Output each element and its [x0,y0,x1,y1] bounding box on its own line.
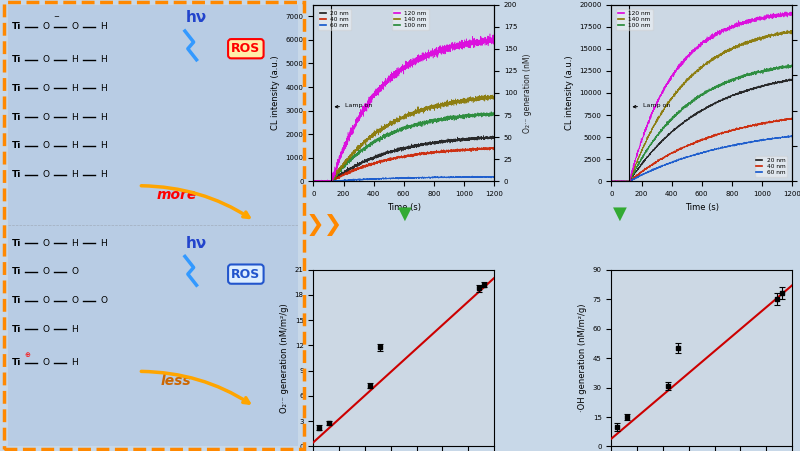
Text: Ti: Ti [12,22,22,31]
Text: O: O [42,358,50,367]
Text: H: H [71,113,78,122]
Text: O: O [71,296,78,305]
Text: ▼: ▼ [398,205,412,223]
Text: H: H [100,84,107,93]
Text: O: O [42,22,50,31]
Text: Ti: Ti [12,113,22,122]
Text: O: O [71,267,78,276]
Text: H: H [100,239,107,248]
Text: H: H [100,22,107,31]
Text: hν: hν [186,235,207,251]
Text: Ti: Ti [12,358,22,367]
Text: H: H [71,325,78,334]
Text: O: O [42,239,50,248]
Text: O: O [42,142,50,151]
Text: more: more [156,188,196,202]
X-axis label: Time (s): Time (s) [685,202,718,212]
Text: O: O [42,84,50,93]
Text: O: O [42,296,50,305]
Text: Lamp on: Lamp on [634,103,670,108]
Text: O: O [42,267,50,276]
Text: O: O [71,22,78,31]
Text: H: H [71,55,78,64]
Text: hν: hν [186,10,207,25]
Text: O: O [100,296,107,305]
Text: H: H [100,55,107,64]
Text: H: H [71,142,78,151]
Text: Ti: Ti [12,55,22,64]
Text: ROS: ROS [231,42,261,55]
Text: O: O [42,113,50,122]
Text: H: H [71,170,78,179]
Text: Ti: Ti [12,267,22,276]
Text: Lamp on: Lamp on [335,103,372,108]
Text: less: less [161,373,191,387]
Text: ❯❯: ❯❯ [306,215,342,236]
Text: Ti: Ti [12,142,22,151]
Y-axis label: CL intensity (a.u.): CL intensity (a.u.) [271,55,280,130]
Text: Ti: Ti [12,170,22,179]
Text: Ti: Ti [12,325,22,334]
Y-axis label: ·OH generation (nM/m²/g): ·OH generation (nM/m²/g) [578,304,587,412]
Text: H: H [100,170,107,179]
Text: H: H [71,84,78,93]
Text: Ti: Ti [12,239,22,248]
Text: ⊕: ⊕ [24,352,30,358]
Text: O: O [42,170,50,179]
Y-axis label: O₂·⁻ generation (nM): O₂·⁻ generation (nM) [522,53,532,133]
Text: O: O [42,55,50,64]
Text: −: − [53,14,58,20]
Y-axis label: CL intensity (a.u.): CL intensity (a.u.) [565,55,574,130]
Y-axis label: O₂·⁻ generation (nM/m²/g): O₂·⁻ generation (nM/m²/g) [280,303,289,413]
Legend: 120 nm, 140 nm, 100 nm: 120 nm, 140 nm, 100 nm [392,9,429,30]
X-axis label: Time (s): Time (s) [386,202,421,212]
Text: H: H [100,142,107,151]
Text: H: H [71,239,78,248]
Text: Ti: Ti [12,84,22,93]
Text: ROS: ROS [231,267,261,281]
Text: Ti: Ti [12,296,22,305]
Legend: 20 nm, 40 nm, 60 nm: 20 nm, 40 nm, 60 nm [754,156,787,177]
Text: H: H [71,358,78,367]
Text: H: H [100,113,107,122]
Text: ▼: ▼ [613,205,627,223]
Text: O: O [42,325,50,334]
